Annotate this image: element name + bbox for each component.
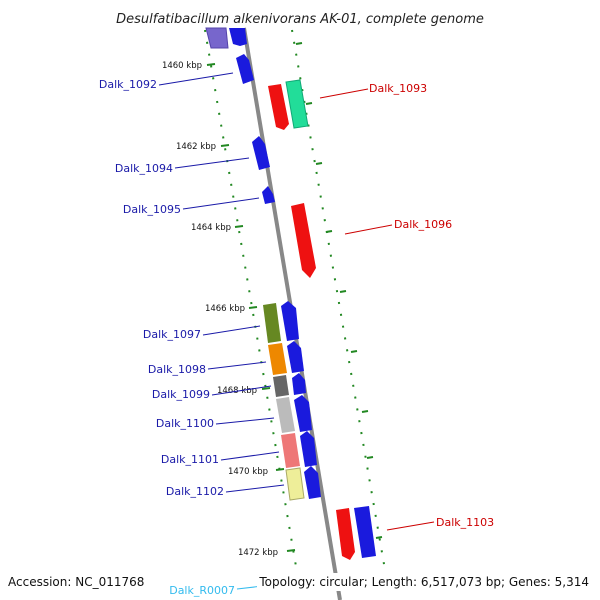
leader-line-dalk-1100 [215, 417, 275, 425]
right-scale-rail [291, 29, 386, 571]
gene-label-dalk-1099[interactable]: Dalk_1099 [152, 388, 210, 401]
gene-feature-blue-4[interactable] [294, 395, 312, 432]
gene-feature-dalk-1099[interactable] [273, 375, 289, 397]
topology-text: Topology: circular; Length: 6,517,073 bp… [258, 575, 589, 589]
gene-feature-dalk-1098[interactable] [268, 343, 287, 375]
gene-feature-top-blue[interactable] [229, 28, 247, 46]
tick-label-1460: 1460 kbp [162, 61, 202, 71]
tick-label-1466: 1466 kbp [205, 304, 245, 314]
leader-line-dalk-1092 [158, 72, 234, 86]
tick-label-1472: 1472 kbp [238, 548, 278, 558]
gene-feature-dalk-1095[interactable] [262, 186, 275, 204]
gene-feature-dalk-1101[interactable] [281, 433, 300, 468]
leader-line-dalk-1103 [386, 521, 435, 531]
gene-label-dalk-1098[interactable]: Dalk_1098 [148, 363, 206, 376]
gene-label-dalk-1093[interactable]: Dalk_1093 [369, 82, 427, 95]
leader-line-dalk-1096 [344, 224, 393, 235]
leader-line-dalk-1095 [182, 197, 260, 210]
gene-label-dalk-r0007[interactable]: Dalk_R0007 [169, 584, 235, 597]
gene-label-dalk-1095[interactable]: Dalk_1095 [123, 203, 181, 216]
gene-feature-dalk-1093-red[interactable] [268, 84, 289, 130]
gene-feature-blue-5[interactable] [300, 431, 317, 467]
gene-feature-top-purple[interactable] [205, 27, 229, 49]
leader-line-dalk-1102 [225, 484, 285, 493]
gene-feature-blue-3[interactable] [292, 373, 306, 395]
gene-feature-dalk-1100[interactable] [276, 397, 295, 433]
gene-label-dalk-1097[interactable]: Dalk_1097 [143, 328, 201, 341]
leader-line-dalk-1093 [319, 88, 369, 99]
leader-line-dalk-1101 [220, 451, 280, 461]
gene-label-dalk-1100[interactable]: Dalk_1100 [156, 417, 214, 430]
gene-feature-dalk-1092[interactable] [236, 54, 254, 84]
gene-feature-dalk-1096[interactable] [291, 203, 316, 278]
gene-feature-dalk-1094[interactable] [252, 136, 270, 170]
leader-line-dalk-1099 [211, 385, 272, 396]
map-title: Desulfatibacillum alkenivorans AK-01, co… [116, 12, 484, 27]
gene-feature-dalk-1093-teal[interactable] [285, 79, 309, 129]
leader-line-dalk-1097 [202, 325, 261, 336]
accession-text: Accession: NC_011768 [8, 575, 144, 589]
topology-backdrop [257, 573, 592, 591]
gene-feature-dalk-1097[interactable] [263, 303, 281, 343]
gene-feature-blue-2[interactable] [287, 341, 304, 373]
tick-label-1470: 1470 kbp [228, 467, 268, 477]
gene-feature-blue-6[interactable] [304, 466, 321, 499]
right-tick-marks [295, 42, 383, 539]
leader-line-dalk-1098 [207, 361, 267, 370]
tick-label-1462: 1462 kbp [176, 142, 216, 152]
gene-feature-dalk-1103-red[interactable] [336, 508, 355, 560]
gene-label-dalk-1102[interactable]: Dalk_1102 [166, 485, 224, 498]
tick-label-1464: 1464 kbp [191, 223, 231, 233]
gene-feature-dalk-1102[interactable] [285, 467, 305, 501]
gene-label-dalk-1101[interactable]: Dalk_1101 [161, 453, 219, 466]
leader-line-dalk-1094 [174, 157, 250, 169]
gene-label-dalk-1096[interactable]: Dalk_1096 [394, 218, 452, 231]
left-tick-marks [206, 63, 296, 552]
gene-label-dalk-1103[interactable]: Dalk_1103 [436, 516, 494, 529]
gene-label-dalk-1094[interactable]: Dalk_1094 [115, 162, 173, 175]
gene-feature-dalk-1103-blue[interactable] [354, 506, 376, 558]
gene-label-dalk-1092[interactable]: Dalk_1092 [99, 78, 157, 91]
gene-feature-blue-1[interactable] [281, 301, 299, 341]
